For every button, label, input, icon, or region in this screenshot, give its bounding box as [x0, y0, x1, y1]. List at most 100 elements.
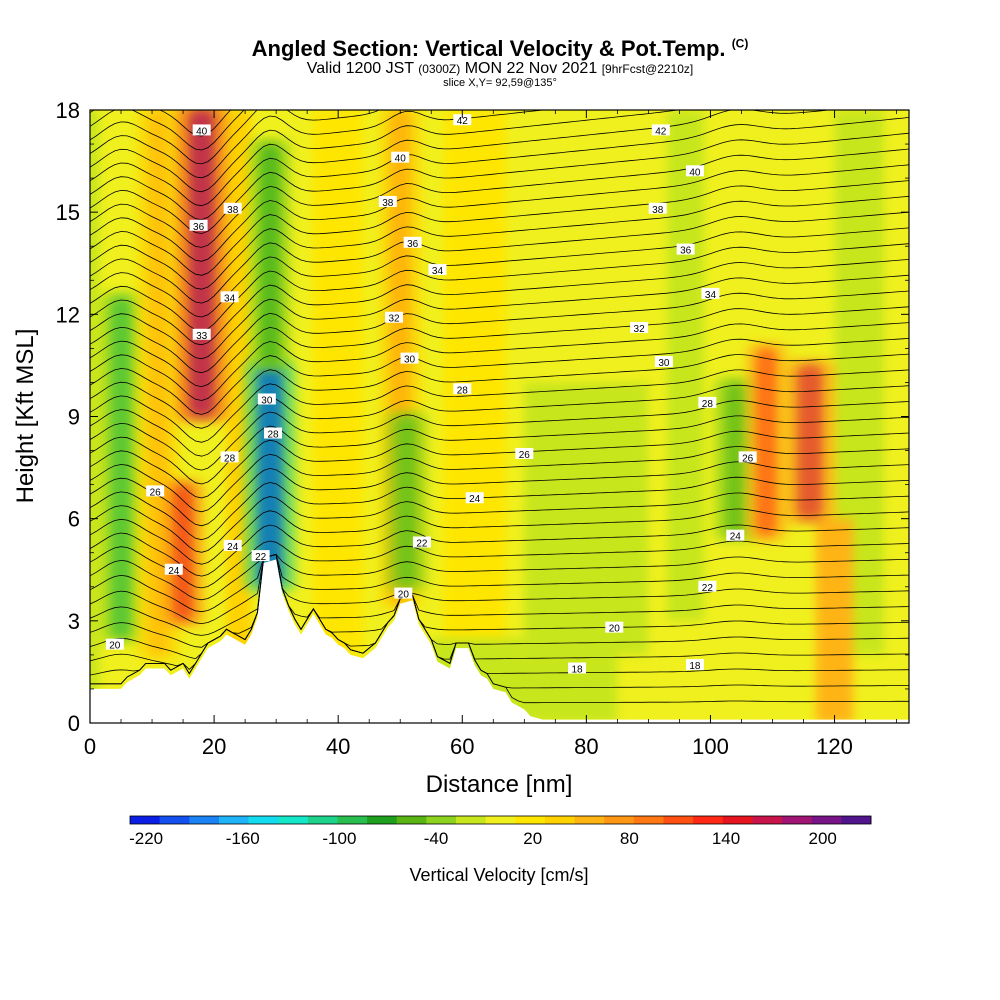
isentrope-line [90, 195, 909, 290]
isentrope-label-bg [192, 328, 211, 340]
isentrope-label: 28 [224, 453, 236, 464]
colorbar-frame [129, 815, 872, 825]
isentrope-label-bg [453, 383, 472, 395]
y-tick-label: 15 [56, 200, 80, 225]
colorbar-tick-label: -160 [226, 829, 260, 848]
y-tick-label: 9 [68, 405, 80, 430]
isentrope-label-bg [394, 587, 413, 599]
isentrope-line [90, 243, 909, 332]
y-tick-label: 6 [68, 507, 80, 532]
isentrope-label-bg [515, 447, 534, 459]
isentrope-line [90, 180, 909, 276]
colorbar-swatch [811, 816, 842, 824]
isentrope-line [90, 290, 909, 374]
colorbar-swatch [367, 816, 398, 824]
isentrope-label-bg [648, 202, 667, 214]
colorbar-swatch [633, 816, 665, 824]
isentrope-label: 22 [702, 583, 714, 594]
isentrope-label: 34 [705, 290, 717, 301]
isentrope-label: 38 [652, 205, 664, 216]
colorbar-tick-label: 200 [808, 829, 836, 848]
isentrope-line [90, 338, 909, 415]
y-axis-label: Height [Kft MSL] [12, 329, 39, 504]
isentrope-line [90, 553, 909, 636]
colorbar: -220 -160 -100 -40 20 80 140 200 [129, 815, 872, 848]
isentrope-line [90, 446, 909, 513]
isentrope-label: 30 [404, 355, 416, 366]
isentrope-label-bg [651, 124, 670, 136]
colorbar-swatch [159, 816, 190, 824]
isentrope-label: 30 [658, 358, 670, 369]
isentrope-label-bg [251, 550, 270, 562]
field-patch [815, 518, 854, 723]
velocity-halo [161, 478, 206, 627]
isentrope-label-bg [164, 563, 183, 575]
chart-title: Angled Section: Vertical Velocity & Pot.… [251, 36, 749, 61]
y-tick-label: 0 [68, 711, 80, 736]
colorbar-swatch [663, 816, 694, 824]
field-patch [667, 110, 705, 621]
isentrope-line [90, 322, 909, 401]
isentrope-label-bg [192, 124, 211, 136]
isentrope-label-bg [105, 638, 124, 650]
isentrope-label: 38 [382, 198, 394, 209]
colorbar-swatch [574, 816, 605, 824]
isentrope-label: 36 [193, 222, 205, 233]
isentrope-line [90, 110, 245, 151]
velocity-halo [175, 110, 228, 423]
isentrope-line [90, 524, 909, 577]
colorbar-swatch [130, 816, 161, 824]
isentrope-line [90, 211, 909, 304]
isentrope-label-bg [698, 580, 717, 592]
isentrope-label-bg [220, 291, 239, 303]
isentrope-label-bg [403, 236, 422, 248]
isentrope-label-bg [453, 114, 472, 126]
isentrope-label-bg [685, 165, 704, 177]
isentrope-label: 22 [255, 552, 267, 563]
isentrope-line [90, 461, 909, 527]
isentrope-line [90, 110, 547, 179]
x-tick-label: 60 [450, 734, 474, 759]
y-tick-label: 12 [56, 302, 80, 327]
isentrope-label-bg [568, 662, 587, 674]
isentrope-label-bg [412, 536, 431, 548]
colorbar-swatch [189, 816, 220, 824]
colorbar-swatch [426, 816, 457, 824]
isentrope-label: 33 [196, 331, 208, 342]
field-patch [524, 382, 649, 655]
isentrope-label: 32 [388, 314, 400, 325]
isentrope-label: 26 [150, 487, 162, 498]
x-tick-label: 100 [692, 734, 729, 759]
isentrope-line [90, 117, 909, 221]
colorbar-swatch [515, 816, 546, 824]
isentrope-line [90, 110, 680, 193]
isentrope-label-bg [605, 621, 624, 633]
isentrope-label: 38 [227, 205, 239, 216]
isentrope-line [90, 415, 909, 485]
velocity-halo [247, 138, 292, 372]
colorbar-tick-label: -100 [322, 829, 356, 848]
colorbar-label: Vertical Velocity [cm/s] [409, 865, 588, 885]
colorbar-swatch [782, 816, 813, 824]
x-tick-label: 80 [574, 734, 598, 759]
isentrope-lines [90, 110, 909, 704]
isentrope-label-bg [189, 219, 208, 231]
colorbar-swatch [752, 816, 783, 824]
isentrope-line [90, 110, 381, 165]
isentrope-label-bg [146, 485, 165, 497]
isentrope-label: 18 [571, 665, 583, 676]
isentrope-label-bg [738, 451, 757, 463]
isentrope-label-bg [685, 659, 704, 671]
colorbar-tick-label: -40 [424, 829, 449, 848]
isentrope-line [90, 274, 909, 360]
colorbar-tick-label: 140 [712, 829, 740, 848]
isentrope-label: 34 [432, 266, 444, 277]
chart-subtitle: Valid 1200 JST (0300Z) MON 22 Nov 2021 [… [306, 60, 694, 77]
colorbar-swatch [604, 816, 635, 824]
isentrope-label-bg [385, 311, 404, 323]
copyright-mark: (C) [731, 36, 749, 51]
isentrope-label: 20 [398, 590, 410, 601]
colorbar-swatch [456, 816, 487, 824]
isentrope-label-bg [676, 243, 695, 255]
isentrope-label-bg [220, 451, 239, 463]
